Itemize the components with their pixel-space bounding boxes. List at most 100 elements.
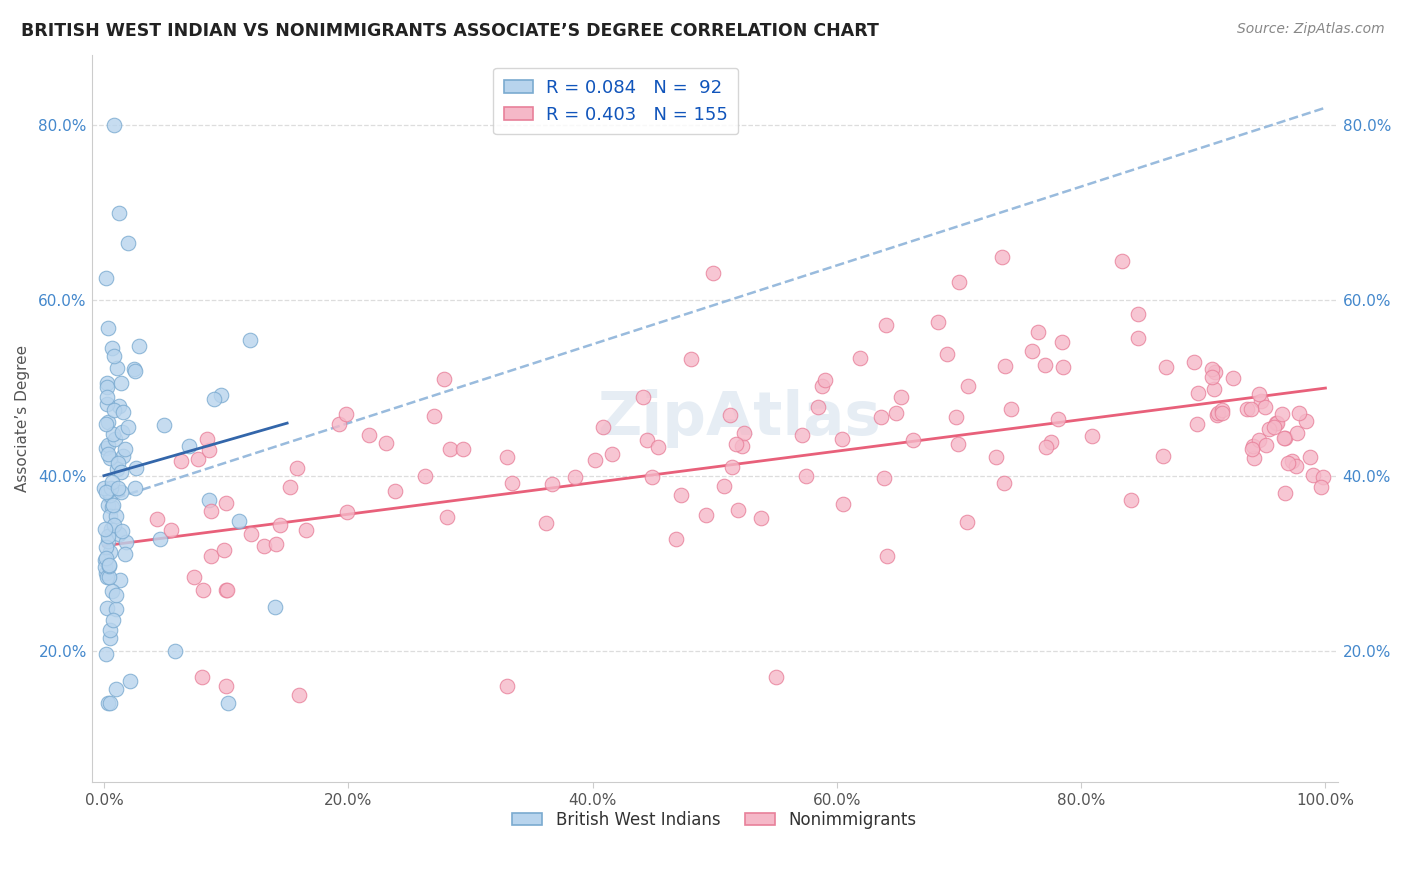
Point [725,437,748,451]
Point [1201,369,1223,384]
Point [413,469,436,483]
Point [98,545,121,559]
Point [239,333,262,347]
Point [1211,406,1233,420]
Point [97,438,120,452]
Point [101,500,124,514]
Point [681,351,703,366]
Point [209,387,232,401]
Point [101,498,124,512]
Point [252,539,274,553]
Point [583,453,606,467]
Point [288,688,311,702]
Point [1185,417,1208,431]
Point [104,602,127,616]
Point [375,435,398,450]
Point [217,582,239,597]
Point [118,673,141,688]
Point [811,379,834,393]
Point [636,434,658,448]
Point [117,235,139,250]
Text: ZipAtlas: ZipAtlas [598,389,882,449]
Point [195,432,218,446]
Point [1243,450,1265,465]
Point [100,522,122,536]
Point [1201,362,1223,376]
Point [97,534,120,549]
Point [179,439,201,453]
Point [104,681,127,696]
Point [1257,422,1279,436]
Point [1299,450,1322,464]
Point [1281,454,1303,468]
Point [1152,450,1174,464]
Point [501,475,523,490]
Point [101,341,124,355]
Point [215,582,238,597]
Point [110,465,132,479]
Point [149,533,172,547]
Point [96,376,118,390]
Point [96,391,118,405]
Point [1240,401,1263,416]
Point [96,566,118,580]
Point [1206,409,1229,423]
Point [1277,456,1299,470]
Point [1264,417,1286,431]
Point [1272,431,1295,445]
Point [105,588,128,602]
Point [97,415,120,429]
Point [1202,382,1225,396]
Point [1309,479,1331,493]
Point [423,409,446,424]
Point [1000,402,1022,417]
Point [328,417,350,431]
Point [94,560,117,574]
Point [336,505,359,519]
Point [202,392,225,406]
Point [1285,459,1308,474]
Point [97,447,120,461]
Point [945,409,967,424]
Point [228,514,250,528]
Point [1052,334,1074,349]
Point [884,406,907,420]
Point [436,510,458,524]
Point [98,488,121,502]
Point [1302,468,1324,483]
Point [592,419,614,434]
Point [718,408,741,422]
Point [540,477,562,491]
Point [1047,412,1070,426]
Point [125,461,148,475]
Point [93,481,115,495]
Point [110,376,132,391]
Point [97,320,120,334]
Point [990,251,1012,265]
Point [870,409,893,424]
Point [1040,435,1063,450]
Point [1211,403,1233,417]
Point [731,439,754,453]
Point [264,537,287,551]
Point [94,553,117,567]
Point [849,351,872,366]
Point [1254,400,1277,414]
Point [294,523,316,537]
Point [1286,425,1309,440]
Point [100,481,122,495]
Point [94,541,117,555]
Point [191,582,214,597]
Point [794,469,817,483]
Point [832,497,855,511]
Point [94,417,117,431]
Point [1121,492,1143,507]
Point [115,535,138,549]
Point [108,527,131,541]
Point [96,600,118,615]
Point [96,570,118,584]
Legend: British West Indians, Nonimmigrants: British West Indians, Nonimmigrants [506,805,924,836]
Point [96,484,118,499]
Point [107,456,129,470]
Point [927,315,949,329]
